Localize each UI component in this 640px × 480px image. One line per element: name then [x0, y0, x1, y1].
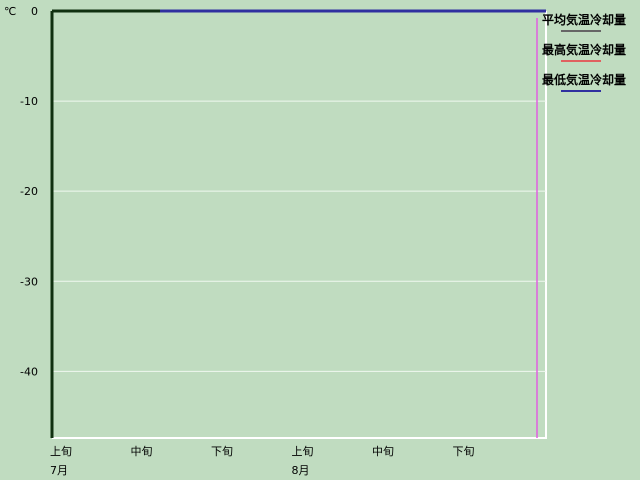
y-tick-label: 0	[31, 5, 38, 18]
y-tick-label: -30	[20, 275, 38, 288]
legend-label: 最高気温冷却量	[542, 42, 626, 57]
y-tick-label: -40	[20, 365, 38, 378]
legend-label: 最低気温冷却量	[542, 72, 626, 87]
y-tick-label: -20	[20, 185, 38, 198]
x-tick-label: 上旬	[50, 445, 72, 458]
x-tick-label: 下旬	[453, 445, 475, 458]
plot-area	[52, 11, 546, 438]
month-label: 7月	[50, 464, 68, 477]
legend-label: 平均気温冷却量	[542, 12, 626, 27]
y-unit-label: ℃	[4, 5, 16, 18]
y-tick-label: -10	[20, 95, 38, 108]
month-label: 8月	[292, 464, 310, 477]
x-tick-label: 上旬	[292, 445, 314, 458]
x-tick-label: 下旬	[211, 445, 233, 458]
x-tick-label: 中旬	[372, 445, 394, 458]
x-tick-label: 中旬	[131, 445, 153, 458]
